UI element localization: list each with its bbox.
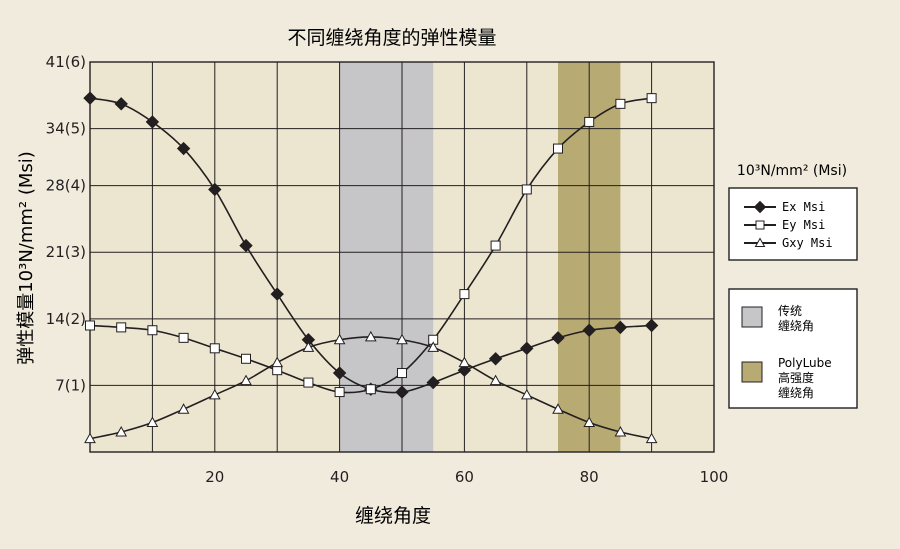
band-label: 缠绕角	[778, 385, 814, 400]
data-point-triangle	[240, 374, 252, 386]
data-point-square	[521, 184, 532, 195]
x-axis-label: 缠绕角度	[355, 505, 431, 527]
data-point-diamond	[520, 341, 534, 356]
band-label: 高强度	[778, 370, 814, 385]
legend-marker-diamond	[753, 200, 767, 214]
chart-title: 不同缠绕角度的弹性模量	[287, 27, 496, 49]
data-point-square	[116, 322, 127, 333]
data-point-triangle	[177, 403, 190, 414]
y-tick-label: 34(5)	[46, 120, 86, 138]
data-point-triangle	[364, 330, 377, 342]
data-point-diamond	[145, 115, 160, 129]
data-point-square	[147, 325, 158, 336]
legend-marker-square	[755, 220, 765, 230]
data-point-diamond	[239, 238, 253, 253]
data-point-triangle	[645, 432, 658, 444]
data-point-triangle	[302, 341, 315, 352]
data-point-square	[397, 368, 407, 379]
data-point-diamond	[270, 287, 284, 301]
data-point-square	[334, 387, 345, 398]
data-point-triangle	[115, 425, 128, 437]
plot-area: 20 40 60 80 100 7(1) 14(2) 21(3) 28(4) 34(5) 41(6)	[46, 53, 729, 486]
data-point-square	[490, 240, 501, 251]
data-point-triangle	[84, 432, 96, 444]
data-point-square	[615, 98, 626, 109]
y-tick-label: 14(2)	[46, 310, 86, 328]
x-tick-label: 40	[330, 468, 349, 486]
band-swatch	[741, 361, 763, 383]
y-tick-label: 7(1)	[55, 376, 86, 394]
band-label: 传统	[778, 303, 802, 318]
data-point-square	[553, 143, 563, 154]
legend-marker-triangle	[754, 237, 766, 247]
data-point-diamond	[332, 366, 347, 380]
data-point-diamond	[114, 97, 128, 111]
data-point-triangle	[583, 416, 596, 428]
y-tick-label: 21(3)	[46, 243, 86, 261]
band-swatch	[741, 306, 763, 328]
legend: Ex Msi Ey Msi Gxy Msi	[728, 187, 858, 261]
data-point-triangle	[208, 388, 221, 400]
data-point-diamond	[426, 375, 440, 390]
data-point-triangle	[396, 333, 408, 345]
data-point-triangle	[458, 356, 471, 368]
data-point-diamond	[208, 182, 222, 197]
highlight-band-0	[339, 62, 434, 452]
data-point-triangle	[520, 388, 533, 400]
data-point-square	[241, 353, 251, 364]
y-tick-label: 28(4)	[46, 177, 86, 195]
data-point-diamond	[395, 385, 409, 399]
data-point-triangle	[552, 403, 564, 414]
y-axis-label: 弹性模量10³N/mm² (Msi)	[16, 151, 37, 365]
data-point-triangle	[333, 333, 346, 345]
x-tick-label: 20	[205, 468, 224, 486]
band-label: PolyLube	[778, 356, 832, 370]
data-point-square	[646, 93, 657, 104]
data-point-triangle	[146, 416, 159, 428]
data-point-square	[209, 343, 220, 354]
data-point-diamond	[551, 331, 565, 345]
data-point-triangle	[614, 425, 627, 437]
legend-label: Ey Msi	[782, 218, 825, 232]
data-point-square	[584, 116, 595, 127]
data-point-diamond	[582, 323, 596, 337]
data-point-diamond	[176, 141, 191, 156]
data-point-square	[459, 289, 470, 300]
data-point-triangle	[427, 341, 440, 352]
x-tick-label: 60	[455, 468, 474, 486]
data-point-diamond	[488, 352, 503, 366]
legend-label: Ex Msi	[782, 200, 825, 214]
data-point-diamond	[457, 363, 472, 377]
data-point-square	[303, 377, 314, 388]
data-point-diamond	[644, 318, 659, 333]
data-point-square	[178, 332, 189, 343]
x-tick-label: 80	[580, 468, 599, 486]
data-point-triangle	[489, 374, 502, 386]
data-point-square	[85, 320, 95, 331]
band-label: 缠绕角	[778, 318, 814, 333]
plot-frame	[89, 61, 715, 453]
x-tick-label: 100	[700, 468, 729, 486]
y-tick-label: 41(6)	[46, 53, 86, 71]
data-point-diamond	[613, 320, 628, 335]
legend-label: Gxy Msi	[782, 236, 833, 250]
data-point-diamond	[83, 91, 97, 105]
data-point-triangle	[271, 356, 284, 368]
legend-title: 10³N/mm² (Msi)	[737, 163, 847, 179]
data-point-square	[365, 384, 376, 395]
